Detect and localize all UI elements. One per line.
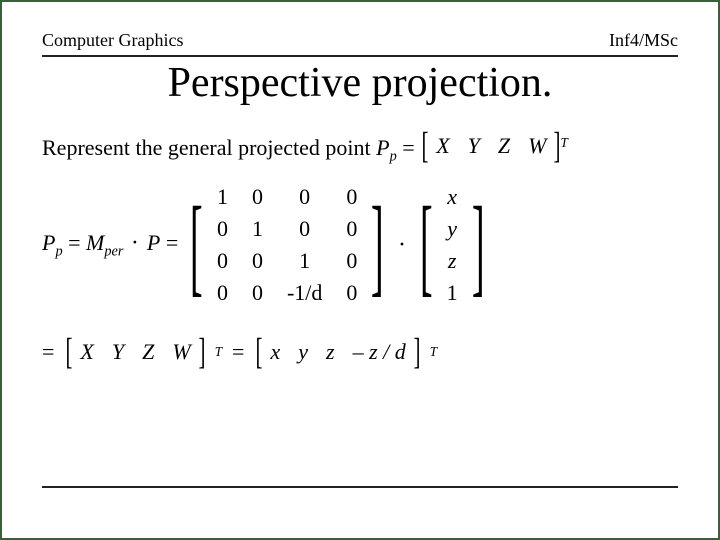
eq-sign-3: = (166, 230, 178, 255)
m-sub: per (104, 244, 123, 260)
cell: 1 (435, 277, 470, 309)
cell: 0 (205, 277, 240, 309)
vec-entry: Y (112, 339, 124, 365)
cell: y (435, 213, 470, 245)
rbracket-icon: ] (198, 331, 205, 374)
rbracket-big-icon2: ] (472, 199, 485, 293)
matrix-table: 1 0 0 0 0 1 0 0 0 0 1 0 (205, 181, 369, 309)
cell: x (435, 181, 470, 213)
table-row: y (435, 213, 470, 245)
lbracket-big-icon2: [ (420, 199, 433, 293)
row-vector-1: [ X Y Z W ] (420, 129, 562, 163)
vec-entry: W (172, 339, 190, 365)
eq-sign-1: = (402, 135, 420, 160)
dot-op: · (129, 230, 147, 256)
matrix-equation: Pp = Mper · P = [ 1 0 0 0 0 (42, 181, 678, 309)
vec1-entries: X Y Z W (430, 133, 552, 159)
table-row: 0 0 1 0 (205, 245, 369, 277)
pp-sub: p (390, 148, 397, 164)
slide-title: Perspective projection. (2, 59, 718, 107)
cell: -1/d (275, 277, 334, 309)
rbracket-icon: ] (554, 125, 561, 168)
cell: 0 (275, 181, 334, 213)
cell: 0 (240, 245, 275, 277)
table-row: x (435, 181, 470, 213)
header-right: Inf4/MSc (609, 30, 678, 51)
intro-prefix: Represent the general projected point (42, 135, 376, 160)
transpose-2: T (215, 344, 222, 360)
slide-header: Computer Graphics Inf4/MSc (2, 2, 718, 51)
rbracket-big-icon: ] (371, 199, 384, 293)
cell: 0 (334, 245, 369, 277)
cell: 1 (240, 213, 275, 245)
vec-entry: X (436, 133, 449, 159)
row-vector-3: [ x y z – z / d ] (254, 335, 421, 369)
vec-entry: Z (142, 339, 154, 365)
transpose-3: T (430, 344, 437, 360)
rbracket-icon: ] (413, 331, 420, 374)
lbracket-icon: [ (256, 331, 263, 374)
cell: 1 (205, 181, 240, 213)
header-rule (42, 55, 678, 57)
vec-entry: z (326, 339, 335, 365)
footer-rule (42, 486, 678, 488)
vec-entry: – z / d (353, 339, 406, 365)
result-line: = [ X Y Z W ] T = [ x y z – z / d (42, 335, 678, 369)
lbracket-icon: [ (66, 331, 73, 374)
vec-entry: Z (498, 133, 510, 159)
cell: 0 (240, 277, 275, 309)
eq-sign-4: = (42, 339, 54, 365)
dot-op2: · (396, 232, 408, 259)
cell: 0 (205, 245, 240, 277)
header-left: Computer Graphics (42, 30, 183, 51)
lbracket-big-icon: [ (190, 199, 203, 293)
vec-entry: X (80, 339, 93, 365)
eq-sign-5: = (232, 339, 244, 365)
cell: 0 (334, 213, 369, 245)
table-row: 0 1 0 0 (205, 213, 369, 245)
pp-var: P (376, 135, 389, 160)
eq-sign-2: = (68, 230, 86, 255)
vector-table: x y z 1 (435, 181, 470, 309)
row-vector-2: [ X Y Z W ] (64, 335, 206, 369)
table-row: 0 0 -1/d 0 (205, 277, 369, 309)
pp-var2: P (42, 230, 55, 255)
slide-frame: Computer Graphics Inf4/MSc Perspective p… (0, 0, 720, 540)
vec2-entries: X Y Z W (74, 339, 196, 365)
vec-entry: Y (468, 133, 480, 159)
intro-line: Represent the general projected point Pp… (42, 129, 678, 165)
table-row: z (435, 245, 470, 277)
transpose-1: T (560, 135, 567, 150)
vec3-entries: x y z – z / d (264, 339, 411, 365)
p-var: P (147, 230, 160, 255)
eq-lhs: Pp = Mper · P = (42, 230, 178, 260)
vec-entry: y (298, 339, 308, 365)
cell: 1 (275, 245, 334, 277)
cell: 0 (205, 213, 240, 245)
lbracket-icon: [ (422, 125, 429, 168)
column-vector: [ x y z 1 ] (418, 181, 486, 309)
cell: 0 (334, 277, 369, 309)
cell: 0 (334, 181, 369, 213)
pp-sub2: p (55, 244, 62, 260)
m-var: M (86, 230, 104, 255)
table-row: 1 (435, 277, 470, 309)
vec-entry: x (270, 339, 280, 365)
cell: z (435, 245, 470, 277)
matrix-4x4: [ 1 0 0 0 0 1 0 0 0 (188, 181, 386, 309)
table-row: 1 0 0 0 (205, 181, 369, 213)
slide-body: Represent the general projected point Pp… (2, 129, 718, 369)
vec-entry: W (528, 133, 546, 159)
cell: 0 (275, 213, 334, 245)
cell: 0 (240, 181, 275, 213)
